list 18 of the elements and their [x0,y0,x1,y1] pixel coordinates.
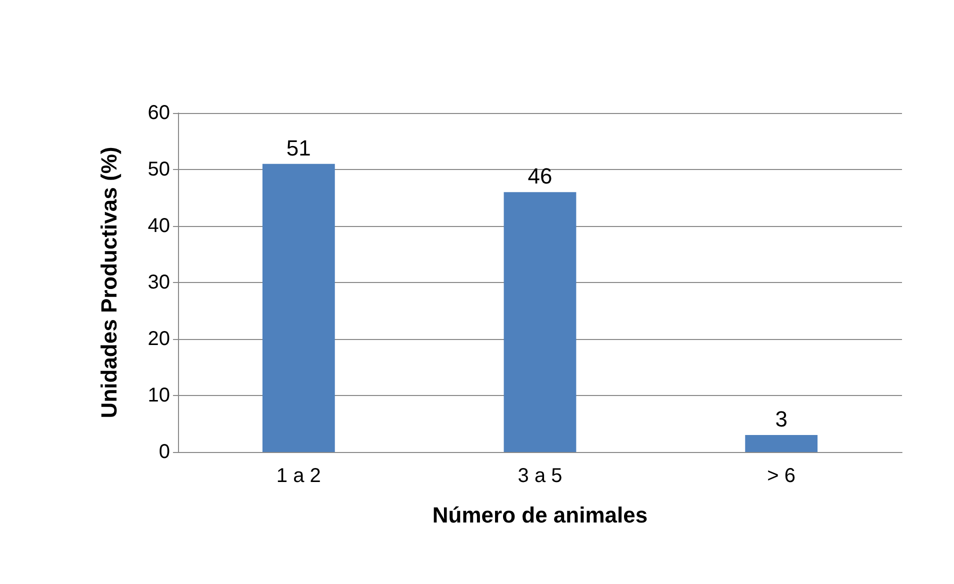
y-tick-label: 20 [148,328,170,350]
bar [504,192,576,452]
y-axis-title: Unidades Productivas (%) [96,146,122,418]
x-axis-title: Número de animales [432,502,648,528]
y-tick-label: 60 [148,102,170,124]
x-tick-label: 3 a 5 [518,465,562,487]
y-tick-label: 30 [148,272,170,294]
y-tick-label: 50 [148,158,170,180]
y-tick-label: 10 [148,384,170,406]
data-label: 51 [286,135,311,160]
y-tick-label: 0 [158,441,170,463]
x-tick-label: > 6 [767,465,796,487]
y-tick-label: 40 [148,215,170,237]
data-label: 3 [775,406,788,432]
data-label: 46 [528,164,552,189]
x-tick-label: 1 a 2 [276,465,321,487]
bar [262,164,335,452]
bar [745,435,818,452]
